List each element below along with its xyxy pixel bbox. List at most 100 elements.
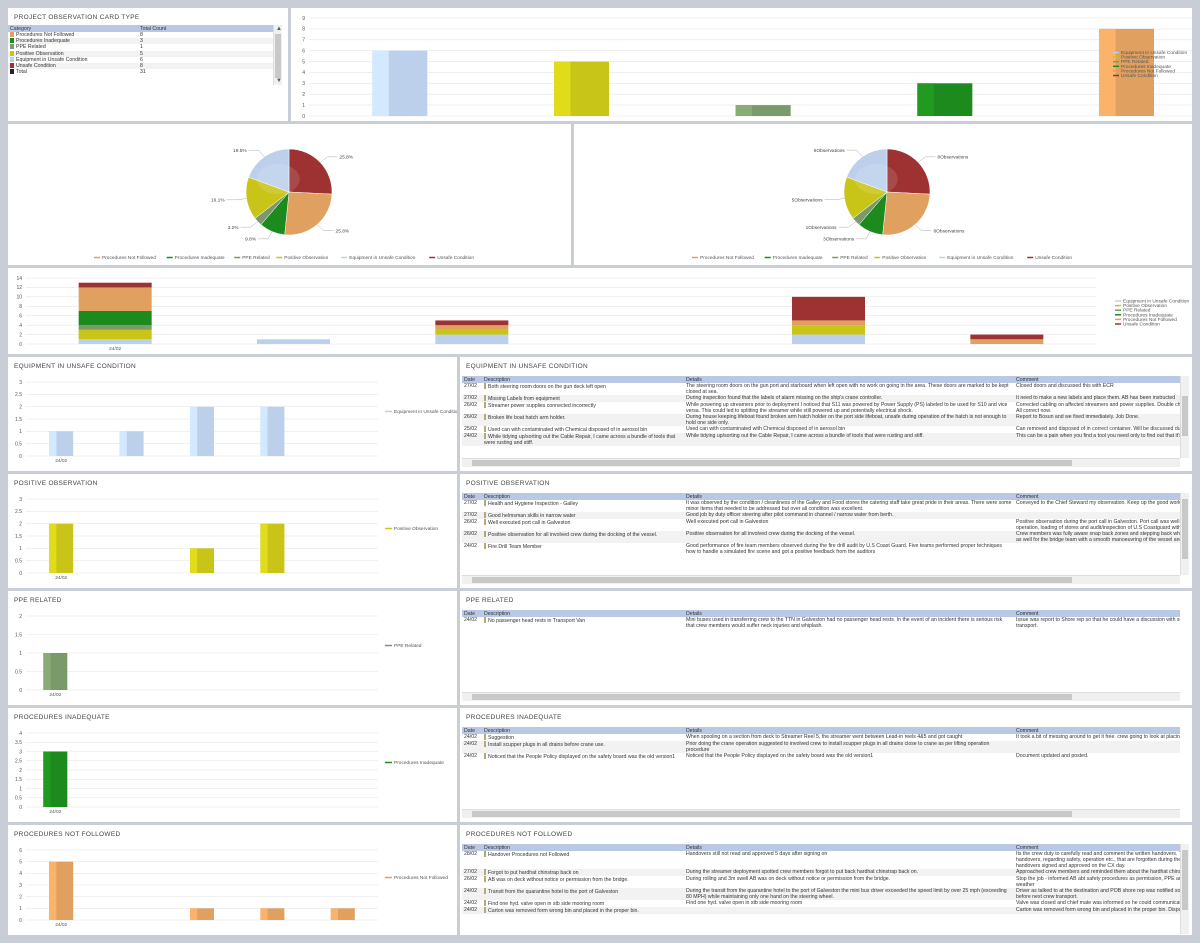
- table-row[interactable]: 24/02 Find one hyd. valve open in stb sid…: [462, 900, 1180, 907]
- bar[interactable]: [43, 751, 68, 808]
- summary-scrollbar[interactable]: ▲ ▼: [273, 25, 282, 85]
- legend-item[interactable]: Procedures Inadequate: [1121, 64, 1171, 70]
- col-description[interactable]: Description: [482, 376, 684, 383]
- summary-row[interactable]: Procedures Not Followed 8: [8, 32, 278, 38]
- table-row[interactable]: 24/02 Suggestion When spooling on a sectio…: [462, 734, 1180, 741]
- col-date[interactable]: Date: [462, 844, 482, 851]
- bar[interactable]: [49, 523, 74, 573]
- bar[interactable]: [190, 908, 214, 920]
- table-row[interactable]: 27/02 Good helmsman skills in narrow wate…: [462, 512, 1180, 519]
- col-comment[interactable]: Comment: [1014, 844, 1180, 851]
- table-row[interactable]: 27/02 Both steering room doors on the gun…: [462, 383, 1180, 395]
- legend-item[interactable]: Positive Observation: [1123, 303, 1167, 309]
- col-description[interactable]: Description: [482, 727, 684, 734]
- bar[interactable]: [260, 523, 285, 573]
- bar[interactable]: [330, 908, 355, 920]
- bar[interactable]: [554, 61, 609, 116]
- summary-row[interactable]: Unsafe Condition 8: [8, 62, 278, 70]
- col-count[interactable]: Total Count: [138, 25, 278, 32]
- table-row[interactable]: 26/02 Streamer power supplies connected i…: [462, 402, 1180, 414]
- legend-item[interactable]: Equipment in Unsafe Condition: [947, 255, 1013, 261]
- table-row[interactable]: 28/02 Handover Procedures not Followed Han…: [462, 851, 1180, 869]
- legend-item[interactable]: Unsafe Condition: [437, 255, 474, 261]
- summary-row[interactable]: Positive Observation 5: [8, 50, 278, 57]
- not-followed-vscroll[interactable]: [1180, 844, 1189, 934]
- col-comment[interactable]: Comment: [1014, 493, 1180, 500]
- bar[interactable]: [260, 406, 285, 456]
- col-description[interactable]: Description: [482, 493, 684, 500]
- bar[interactable]: [260, 908, 285, 920]
- legend-item[interactable]: Positive Observation: [1121, 55, 1165, 61]
- pie-slice[interactable]: [846, 148, 888, 193]
- table-row[interactable]: 27/02 Missing Labels from equipment During…: [462, 395, 1180, 402]
- legend-item[interactable]: Procedures Not Followed: [1123, 317, 1177, 323]
- col-comment[interactable]: Comment: [1014, 376, 1180, 383]
- legend-item[interactable]: PPE Related: [242, 255, 270, 261]
- bar[interactable]: [917, 83, 973, 116]
- table-row[interactable]: 27/02 Health and Hygiene Inspection - Gal…: [462, 500, 1180, 512]
- legend-item[interactable]: Procedures Not Followed: [394, 875, 448, 881]
- legend-item[interactable]: Equipment in Unsafe Condition: [1121, 50, 1187, 56]
- col-details[interactable]: Details: [684, 493, 1014, 500]
- legend-item[interactable]: Equipment in Unsafe Condition: [349, 255, 415, 261]
- pie-slice[interactable]: [882, 191, 931, 236]
- col-details[interactable]: Details: [684, 844, 1014, 851]
- summary-row[interactable]: Equipment in Unsafe Condition 6: [8, 56, 278, 63]
- legend-item[interactable]: PPE Related: [1123, 308, 1151, 314]
- col-date[interactable]: Date: [462, 493, 482, 500]
- summary-row[interactable]: Total 31: [8, 69, 278, 75]
- positive-hscroll[interactable]: [462, 575, 1180, 584]
- col-description[interactable]: Description: [482, 610, 684, 617]
- table-row[interactable]: 24/02 Install scupper plugs in all drains…: [462, 741, 1180, 753]
- bar[interactable]: [190, 406, 214, 456]
- bar[interactable]: [119, 431, 144, 456]
- legend-item[interactable]: Procedures Inadequate: [773, 255, 823, 261]
- pie-slice[interactable]: [284, 191, 333, 236]
- legend-item[interactable]: Procedures Inadequate: [394, 760, 444, 766]
- stacked-bar[interactable]: [257, 339, 330, 344]
- table-row[interactable]: 26/02 Broken life boat hatch arm holder. D…: [462, 414, 1180, 426]
- summary-row[interactable]: Procedures Inadequate 3: [8, 38, 278, 45]
- legend-item[interactable]: Unsafe Condition: [1121, 73, 1158, 79]
- col-category[interactable]: Category: [8, 25, 138, 32]
- legend-item[interactable]: Positive Observation: [882, 255, 926, 261]
- legend-item[interactable]: PPE Related: [840, 255, 868, 261]
- legend-item[interactable]: Equipment in Unsafe Condition: [394, 409, 457, 415]
- bar[interactable]: [1099, 28, 1154, 117]
- table-row[interactable]: 24/02 Transit from the quarantine hotel t…: [462, 888, 1180, 900]
- pie-slice[interactable]: [288, 148, 333, 195]
- inadequate-hscroll[interactable]: [462, 809, 1180, 818]
- table-row[interactable]: 24/02 Carton was removed form wrong bin a…: [462, 907, 1180, 914]
- equipment-hscroll[interactable]: [462, 458, 1180, 467]
- col-comment[interactable]: Comment: [1014, 610, 1180, 617]
- stacked-bar[interactable]: [792, 296, 865, 344]
- stacked-bar[interactable]: [435, 320, 509, 344]
- stacked-bar[interactable]: [78, 282, 152, 344]
- col-date[interactable]: Date: [462, 727, 482, 734]
- legend-item[interactable]: Equipment in Unsafe Condition: [1123, 299, 1189, 305]
- bar[interactable]: [190, 548, 214, 573]
- col-comment[interactable]: Comment: [1014, 727, 1180, 734]
- bar[interactable]: [735, 105, 791, 116]
- legend-item[interactable]: PPE Related: [1121, 59, 1149, 65]
- legend-item[interactable]: Procedures Inadequate: [1123, 312, 1173, 318]
- col-details[interactable]: Details: [684, 610, 1014, 617]
- col-date[interactable]: Date: [462, 376, 482, 383]
- bar[interactable]: [43, 653, 68, 690]
- table-row[interactable]: 26/02 AB was on deck without notice or pe…: [462, 876, 1180, 888]
- col-details[interactable]: Details: [684, 727, 1014, 734]
- legend-item[interactable]: Unsafe Condition: [1035, 255, 1072, 261]
- col-details[interactable]: Details: [684, 376, 1014, 383]
- summary-row[interactable]: PPE Related 1: [8, 44, 278, 50]
- table-row[interactable]: 24/02 While tidying up/sorting out the Ca…: [462, 433, 1180, 446]
- legend-item[interactable]: Positive Observation: [394, 526, 438, 532]
- legend-item[interactable]: PPE Related: [394, 643, 422, 649]
- stacked-bar[interactable]: [970, 334, 1044, 344]
- bar[interactable]: [49, 861, 74, 920]
- col-date[interactable]: Date: [462, 610, 482, 617]
- bar[interactable]: [372, 50, 428, 116]
- positive-vscroll[interactable]: [1180, 493, 1189, 575]
- table-row[interactable]: 26/02 Well executed port call in Galvesto…: [462, 519, 1180, 531]
- legend-item[interactable]: Positive Observation: [284, 255, 328, 261]
- legend-item[interactable]: Procedures Inadequate: [175, 255, 225, 261]
